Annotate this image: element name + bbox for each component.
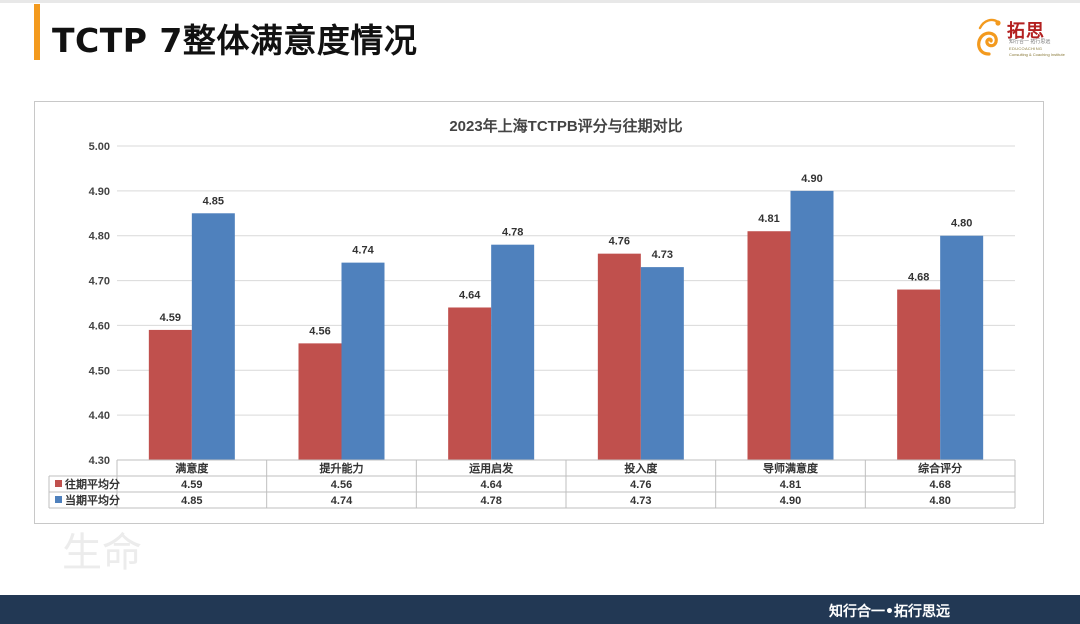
bar-value-label: 4.90 — [801, 173, 822, 185]
footer-bar: 知行合一•拓行思远 — [0, 595, 1080, 624]
y-tick-label: 4.40 — [89, 410, 110, 422]
legend-label: 往期平均分 — [65, 477, 120, 491]
table-value: 4.76 — [630, 479, 651, 491]
bar-chart: 2023年上海TCTPB评分与往期对比 4.30 4.40 4.50 4.60 4.70 4… — [48, 117, 1016, 509]
brand-logo: 拓思 知行合一 拓行思远 EDUCOACHING Consulting & Co… — [972, 14, 1068, 64]
category-label: 满意度 — [175, 461, 209, 475]
table-value: 4.64 — [480, 479, 502, 491]
category-label: 提升能力 — [320, 461, 364, 475]
bar-past-0 — [148, 329, 192, 460]
table-value: 4.81 — [780, 479, 801, 491]
y-tick-label: 5.00 — [89, 141, 110, 153]
y-tick-label: 4.60 — [89, 320, 110, 332]
legend-label: 当期平均分 — [65, 493, 120, 507]
bar-value-label: 4.80 — [951, 218, 972, 230]
bar-value-label: 4.56 — [309, 325, 330, 337]
table-value: 4.74 — [331, 495, 353, 507]
spiral-logo-icon — [977, 18, 1001, 56]
table-value: 4.68 — [929, 479, 950, 491]
legend-swatch-0 — [55, 480, 62, 487]
bar-current-2 — [491, 244, 535, 460]
table-value: 4.85 — [181, 495, 202, 507]
footer-slogan: 知行合一•拓行思远 — [829, 604, 950, 620]
y-tick-label: 4.90 — [89, 186, 110, 198]
y-tick-label: 4.50 — [89, 365, 110, 377]
title-accent-bar — [34, 4, 40, 60]
bar-value-label: 4.81 — [758, 213, 779, 225]
table-value: 4.73 — [630, 495, 651, 507]
category-label: 综合评分 — [918, 461, 962, 475]
category-label: 运用启发 — [469, 461, 514, 475]
bar-past-2 — [448, 307, 492, 460]
bar-value-label: 4.85 — [203, 195, 224, 207]
logo-english-name: EDUCOACHING — [1009, 46, 1043, 51]
slide-title: TCTP 7整体满意度情况 — [52, 21, 418, 60]
category-label: 导师满意度 — [763, 461, 819, 475]
bar-past-5 — [897, 289, 941, 460]
bar-current-3 — [640, 267, 684, 460]
logo-name: 拓思 — [1007, 21, 1045, 42]
bar-value-label: 4.59 — [160, 312, 181, 324]
top-rule — [0, 0, 1080, 3]
watermark-text: 生命 — [62, 530, 142, 576]
logo-subtitle: 知行合一 拓行思远 — [1009, 39, 1051, 45]
bar-current-0 — [191, 213, 235, 460]
table-value: 4.90 — [780, 495, 801, 507]
bar-value-label: 4.68 — [908, 272, 929, 284]
chart-frame: 2023年上海TCTPB评分与往期对比 4.30 4.40 4.50 4.60 4.70 4… — [34, 101, 1044, 524]
bar-value-label: 4.76 — [609, 236, 630, 248]
bar-value-label: 4.74 — [352, 245, 374, 257]
bar-current-1 — [341, 262, 385, 460]
category-label: 投入度 — [624, 461, 658, 475]
logo-english-tagline: Consulting & Coaching Institute — [1009, 52, 1065, 57]
y-tick-label: 4.70 — [89, 276, 110, 288]
bar-past-1 — [298, 343, 342, 460]
y-tick-label: 4.30 — [89, 455, 110, 467]
legend-swatch-1 — [55, 496, 62, 503]
bar-value-label: 4.64 — [459, 289, 481, 301]
table-value: 4.80 — [929, 495, 950, 507]
bar-value-label: 4.73 — [652, 249, 673, 261]
table-value: 4.78 — [480, 495, 501, 507]
bar-past-4 — [747, 231, 791, 460]
bar-current-4 — [790, 190, 834, 460]
bar-value-label: 4.78 — [502, 227, 523, 239]
table-value: 4.59 — [181, 479, 202, 491]
table-value: 4.56 — [331, 479, 352, 491]
chart-title: 2023年上海TCTPB评分与往期对比 — [449, 117, 682, 135]
y-tick-label: 4.80 — [89, 231, 110, 243]
bar-past-3 — [597, 253, 641, 460]
bar-current-5 — [940, 235, 984, 460]
